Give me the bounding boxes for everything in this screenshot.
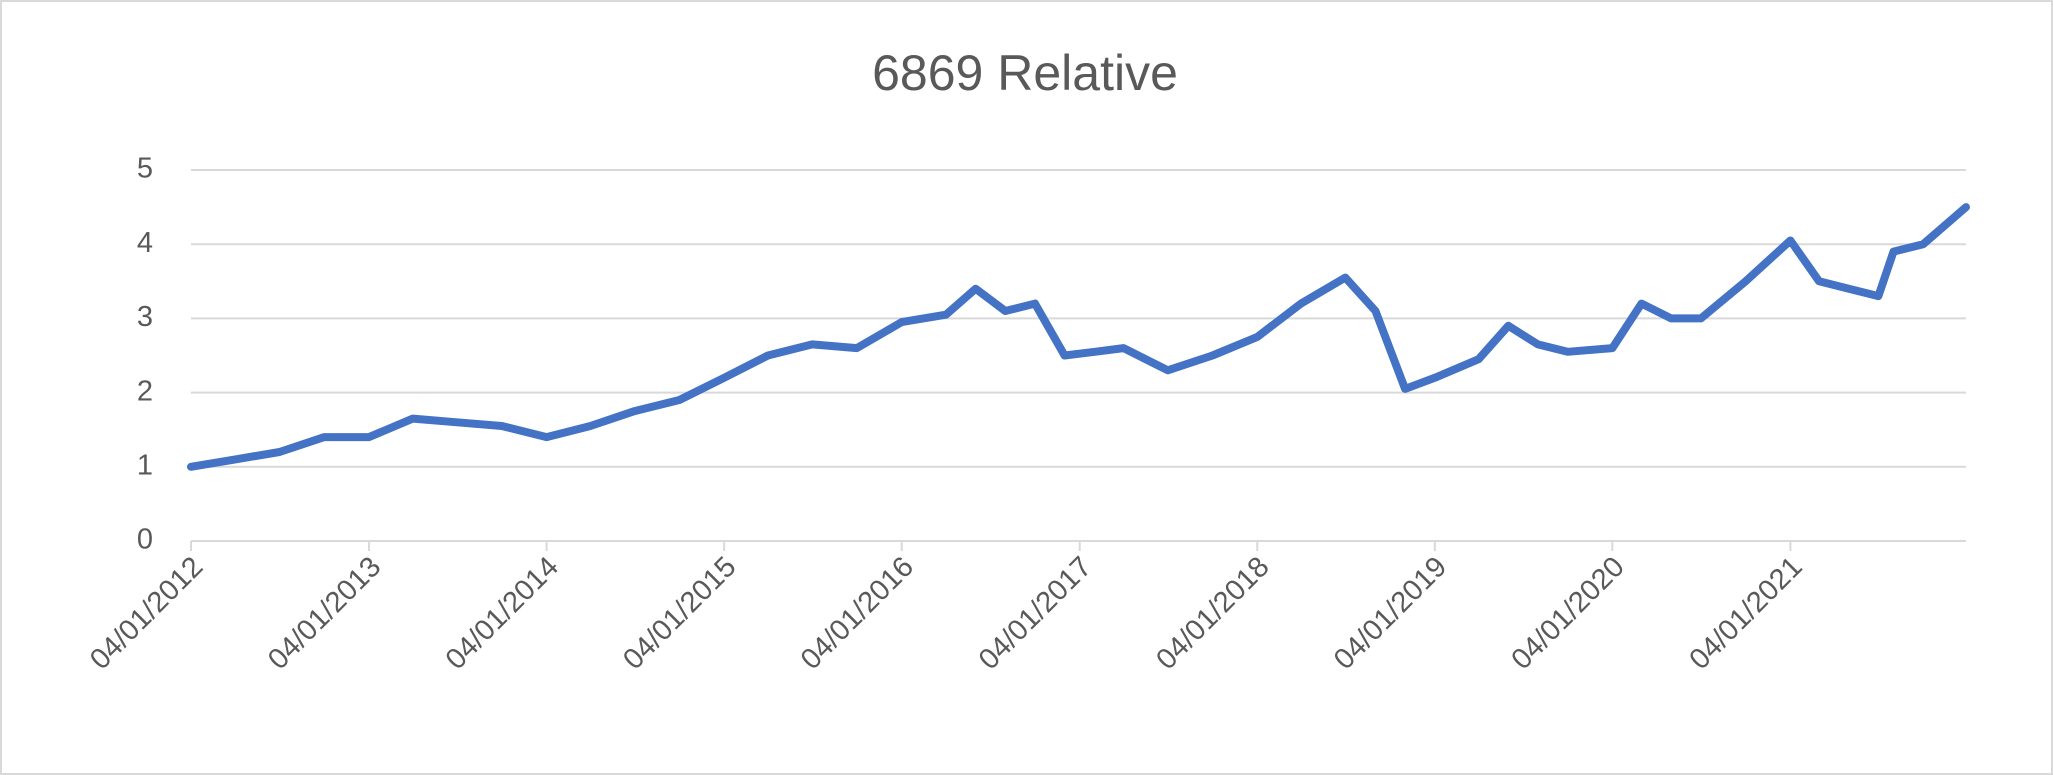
chart-title: 6869 Relative bbox=[872, 45, 1178, 101]
data-line bbox=[187, 203, 1970, 471]
y-tick-label: 2 bbox=[137, 375, 153, 407]
y-tick-label: 1 bbox=[137, 449, 153, 481]
y-tick-label: 5 bbox=[137, 153, 153, 185]
y-tick-label: 3 bbox=[137, 301, 153, 333]
y-tick-label: 0 bbox=[137, 524, 153, 556]
y-tick-label: 4 bbox=[137, 227, 153, 259]
